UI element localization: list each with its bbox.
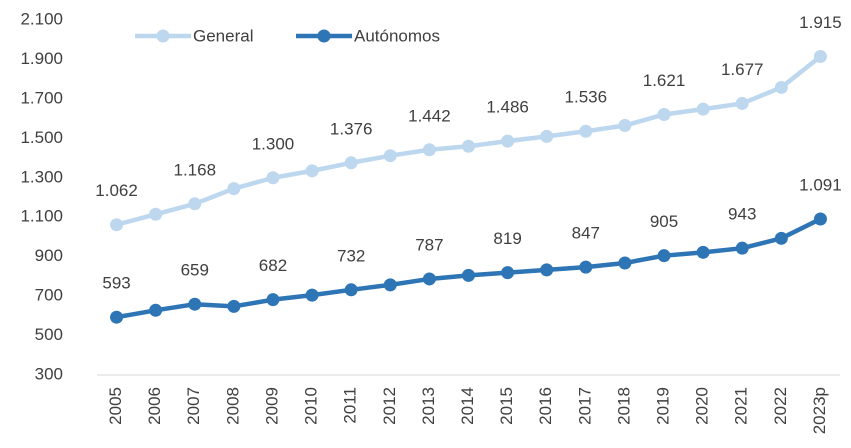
marker [579,124,593,138]
x-tick-label: 2008 [223,387,242,425]
data-label: 819 [493,229,521,248]
y-tick-label: 1.900 [20,49,63,68]
x-tick-label: 2022 [771,387,790,425]
marker [501,266,515,280]
marker [149,303,163,317]
y-tick-label: 900 [35,246,63,265]
y-tick-label: 2.100 [20,9,63,28]
y-tick-label: 700 [35,286,63,305]
x-tick-label: 2007 [184,387,203,425]
marker [540,129,554,143]
data-label: 659 [181,261,209,280]
marker [813,49,827,63]
marker [579,260,593,274]
x-tick-label: 2011 [341,387,360,424]
x-tick-label: 2015 [497,387,516,425]
marker [149,207,163,221]
data-label: 1.376 [330,119,373,138]
x-tick-label: 2018 [614,387,633,425]
x-tick-label: 2017 [575,387,594,425]
x-tick-label: 2009 [262,387,281,425]
x-tick-label: 2012 [380,387,399,425]
data-label: 943 [728,205,756,224]
marker [227,182,241,196]
marker [383,149,397,163]
data-label: 1.442 [408,106,451,125]
legend-marker [156,29,170,43]
x-tick-label: 2020 [693,387,712,425]
marker [344,283,358,297]
y-tick-label: 1.700 [20,88,63,107]
x-tick-label: 2013 [419,387,438,425]
data-label: 1.168 [173,160,216,179]
marker [657,249,671,263]
x-tick-label: 2014 [458,387,477,425]
marker [540,263,554,277]
marker [813,212,827,226]
x-tick-label: 2010 [302,387,321,425]
data-label: 1.300 [252,134,295,153]
data-label: 847 [572,224,600,243]
marker [422,272,436,286]
marker [462,139,475,153]
x-tick-label: 2021 [732,387,751,425]
data-label: 682 [259,256,287,275]
marker [383,278,397,292]
marker [462,268,475,282]
marker [618,256,632,270]
marker [266,171,280,185]
legend-label: Autónomos [354,26,440,45]
marker [422,143,436,157]
data-label: 1.486 [486,98,529,117]
marker [735,241,749,255]
marker [696,102,710,116]
data-label: 1.915 [799,13,842,32]
marker [305,164,319,178]
data-label: 1.091 [799,175,842,194]
marker [266,293,280,307]
y-tick-label: 1.300 [20,167,63,186]
marker [305,288,319,302]
y-tick-label: 500 [35,325,63,344]
x-tick-label: 2006 [145,387,164,425]
legend-marker [317,29,331,43]
data-label: 1.536 [565,88,608,107]
marker [188,297,202,311]
marker [657,107,671,121]
series-line [116,216,822,320]
data-label: 1.062 [95,181,138,200]
data-label: 1.677 [721,60,764,79]
legend-label: General [193,26,253,45]
marker [774,80,788,94]
y-tick-label: 300 [35,364,63,383]
marker [110,310,124,324]
marker [110,218,124,232]
y-tick-label: 1.500 [20,128,63,147]
marker [227,299,241,313]
marker [344,156,358,170]
marker [735,96,749,110]
data-label: 732 [337,246,365,265]
marker [696,245,710,259]
marker [618,119,632,133]
x-tick-label: 2016 [536,387,555,425]
marker [501,134,515,148]
data-label: 787 [415,235,443,254]
x-tick-label: 2019 [654,387,673,425]
y-tick-label: 1.100 [20,207,63,226]
data-label: 593 [102,274,130,293]
marker [188,197,202,211]
data-label: 905 [650,212,678,231]
data-label: 1.621 [643,71,686,90]
x-tick-label: 2005 [106,387,125,425]
x-tick-label: 2023p [810,387,829,434]
marker [774,231,788,245]
